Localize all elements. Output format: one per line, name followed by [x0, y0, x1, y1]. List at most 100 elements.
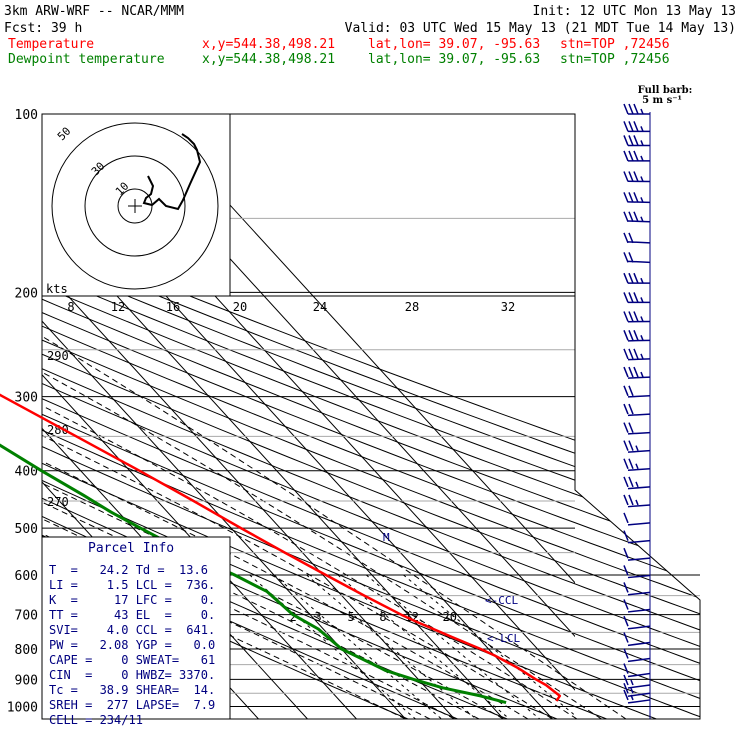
wind-barb-flag	[623, 530, 629, 541]
wind-barb	[623, 632, 651, 647]
wind-barb-flag	[633, 330, 639, 341]
wind-barb	[623, 272, 651, 286]
dry-adiabat-line	[42, 298, 575, 509]
wind-barb-shaft	[627, 641, 651, 647]
wind-barb	[623, 689, 651, 704]
wind-barb-half	[640, 176, 644, 182]
wind-barb-flag	[633, 135, 639, 146]
latlon-temperature: lat,lon= 39.07, -95.63	[368, 37, 540, 52]
moist-adiabat-line	[42, 405, 575, 719]
pressure-tick-label: 100	[15, 108, 38, 123]
wind-barb-flag	[623, 311, 629, 322]
wind-barb-shaft	[627, 699, 651, 704]
hodograph-speed-tick: 16	[166, 300, 180, 314]
wind-barb-shaft	[627, 201, 651, 204]
wind-barb-flag	[623, 582, 629, 593]
mixing-ratio-tick-label: 8	[379, 610, 386, 624]
parcel-info-frame	[41, 536, 231, 720]
wind-barb-flag	[623, 366, 629, 378]
moist-adiabat-line	[42, 335, 575, 685]
parcel-info-row: PW = 2.08 YGP = 0.0	[49, 638, 215, 652]
moist-adiabat-line	[42, 434, 553, 719]
wind-barb-flag	[628, 192, 634, 203]
forecast-hour: Fcst: 39 h	[4, 21, 82, 36]
wind-barb	[623, 674, 651, 689]
wind-barb	[623, 422, 651, 435]
wind-barb-half	[635, 445, 639, 451]
wind-barb	[623, 512, 651, 526]
parcel-info-row: LI = 1.5 LCL = 736.	[49, 578, 215, 592]
wind-barb-shaft	[627, 486, 651, 490]
parcel-info-rows: T = 24.2 Td = 13.6LI = 1.5 LCL = 736.K =…	[49, 563, 215, 727]
wind-barb-flag	[623, 476, 629, 488]
pressure-tick-label: 700	[15, 609, 38, 624]
dry-adiabat-line	[42, 285, 575, 495]
wind-barb-half	[635, 499, 639, 506]
hodograph: 50 30 10	[41, 113, 231, 297]
wind-barb-flag	[623, 103, 629, 115]
wind-barb	[623, 582, 651, 596]
mixing-ratio-tick-label: 3	[314, 610, 321, 624]
wind-barb	[623, 211, 651, 224]
hodograph-speed-tick: 28	[405, 300, 419, 314]
wind-barb	[623, 366, 651, 380]
legend-temperature: Temperature	[8, 37, 94, 52]
wind-barb-flag	[623, 403, 629, 415]
wind-barb-flag	[623, 422, 629, 433]
isotherm-line	[0, 114, 14, 719]
dry-adiabat-line	[575, 114, 700, 719]
dry-adiabat-line	[42, 429, 575, 652]
dry-adiabat-line	[575, 114, 700, 719]
wind-barb-shaft	[627, 608, 651, 613]
wind-barb	[623, 171, 651, 184]
hodograph-speed-tick: 12	[111, 300, 125, 314]
dry-adiabat-line	[42, 382, 575, 601]
wind-barb-flag	[623, 252, 629, 263]
parcel-info-row: CIN = 0 HWBZ= 3370.	[49, 668, 215, 682]
mixing-ratio-tick-label: 20	[442, 610, 456, 624]
wind-barb-shaft	[627, 395, 651, 398]
wind-barb-half	[640, 216, 644, 223]
valid-time: Valid: 03 UTC Wed 15 May 13 (21 MDT Tue …	[345, 21, 736, 36]
wind-barb-shaft	[627, 504, 651, 508]
pressure-tick-label: 900	[15, 673, 38, 688]
wind-barb-flag	[623, 232, 629, 244]
wind-barb	[623, 599, 651, 613]
wind-barb-flag	[628, 385, 634, 397]
legend-dewpoint: Dewpoint temperature	[8, 52, 165, 67]
grid-label-layer: 1002003004005006007008009001000-80-70-60…	[7, 108, 457, 715]
hodograph-speed-tick: 8	[67, 300, 74, 314]
wind-barb-half	[630, 679, 634, 686]
dry-adiabat-line	[42, 260, 575, 468]
m-marker: M	[383, 531, 390, 544]
dry-adiabat-line	[42, 413, 575, 635]
mixing-ratio-line	[337, 574, 510, 719]
dry-adiabat-line	[42, 339, 575, 554]
wind-barb-half	[635, 463, 639, 470]
pressure-tick-label: 300	[15, 391, 38, 406]
dry-adiabat-line	[42, 462, 575, 689]
wind-barb-shaft	[627, 376, 651, 379]
wind-barb	[623, 476, 651, 490]
wind-barb	[623, 103, 651, 116]
mixing-ratio-line	[273, 574, 442, 719]
hodograph-frame	[41, 113, 231, 297]
wind-barb-half	[635, 481, 639, 488]
wind-barb-flag	[623, 615, 629, 627]
hodograph-speed-tick: 32	[501, 300, 515, 314]
wind-barb-half	[640, 126, 644, 132]
parcel-info-row: K = 17 LFC = 0.	[49, 593, 215, 607]
wind-barb-flag	[623, 458, 629, 470]
station-dewpoint: stn=TOP ,72456	[560, 52, 670, 67]
wind-barb-flag	[628, 272, 634, 284]
wind-barb-flag	[628, 476, 634, 488]
theta-low-tick-label: 290	[47, 349, 69, 363]
parcel-info-row: CAPE = 0 SWEAT= 61	[49, 653, 215, 667]
wind-barb-shaft	[627, 684, 651, 689]
wind-barb-flag	[628, 330, 634, 341]
wind-barb-flag	[633, 272, 639, 284]
init-time: Init: 12 UTC Mon 13 May 13	[533, 4, 737, 19]
wind-barb-flag	[623, 440, 629, 451]
wind-barb-flag	[633, 121, 639, 132]
barb-legend-title: Full barb:	[638, 85, 693, 96]
